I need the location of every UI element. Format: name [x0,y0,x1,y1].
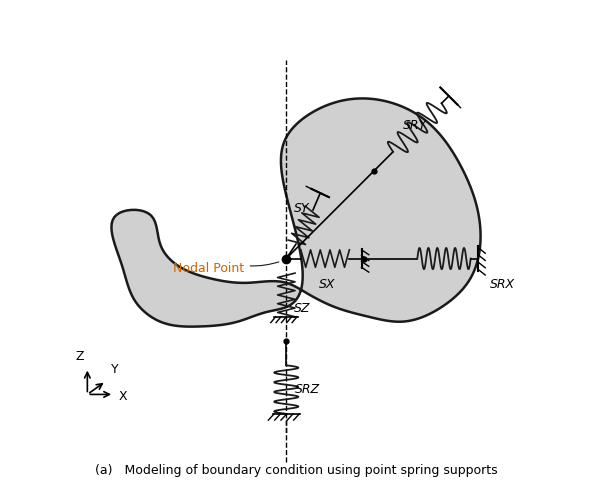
Text: SRZ: SRZ [295,383,320,396]
Text: Z: Z [76,350,84,363]
Text: SY: SY [294,202,309,215]
Polygon shape [111,99,481,326]
Text: (a)   Modeling of boundary condition using point spring supports: (a) Modeling of boundary condition using… [95,464,497,477]
Text: SX: SX [319,278,336,291]
Text: X: X [119,390,127,404]
Text: SZ: SZ [294,302,310,315]
Text: SRY: SRY [403,120,427,132]
Text: Nodal Point: Nodal Point [173,262,244,275]
Text: SRX: SRX [490,278,515,291]
Text: Y: Y [111,363,118,376]
